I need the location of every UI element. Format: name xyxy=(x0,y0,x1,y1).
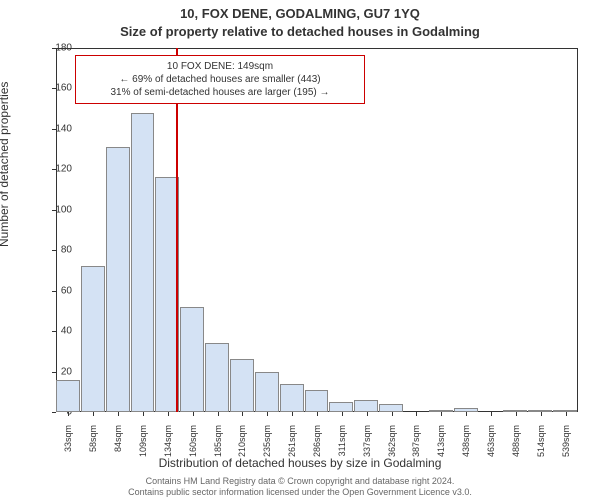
bar xyxy=(329,402,353,412)
bar xyxy=(205,343,229,412)
y-tick-label: 140 xyxy=(42,123,72,134)
x-tick-mark xyxy=(68,412,69,416)
info-box-line: ← 69% of detached houses are smaller (44… xyxy=(84,73,356,86)
y-tick-label: 160 xyxy=(42,83,72,94)
bar xyxy=(106,147,130,412)
info-box-line: 31% of semi-detached houses are larger (… xyxy=(84,86,356,99)
x-tick-mark xyxy=(466,412,467,416)
x-tick-mark xyxy=(292,412,293,416)
bar xyxy=(354,400,378,412)
y-tick-mark xyxy=(52,169,56,170)
footer-line2: Contains public sector information licen… xyxy=(0,487,600,498)
bar xyxy=(553,410,577,412)
y-tick-label: 180 xyxy=(42,43,72,54)
bar xyxy=(180,307,204,412)
x-axis-label: Distribution of detached houses by size … xyxy=(0,456,600,470)
y-tick-label: 100 xyxy=(42,204,72,215)
x-tick-mark xyxy=(317,412,318,416)
x-tick-mark xyxy=(342,412,343,416)
x-tick-mark xyxy=(367,412,368,416)
y-tick-mark xyxy=(52,412,56,413)
x-tick-mark xyxy=(516,412,517,416)
bar xyxy=(379,404,403,412)
x-tick-mark xyxy=(143,412,144,416)
bar xyxy=(305,390,329,412)
x-tick-mark xyxy=(491,412,492,416)
bar xyxy=(81,266,105,412)
x-tick-mark xyxy=(416,412,417,416)
y-tick-mark xyxy=(52,129,56,130)
bar xyxy=(528,410,552,412)
bar xyxy=(503,410,527,412)
y-tick-label: 80 xyxy=(42,245,72,256)
y-tick-mark xyxy=(52,88,56,89)
chart-title-address: 10, FOX DENE, GODALMING, GU7 1YQ xyxy=(0,6,600,21)
y-tick-mark xyxy=(52,250,56,251)
x-tick-mark xyxy=(193,412,194,416)
x-tick-mark xyxy=(566,412,567,416)
chart-title-desc: Size of property relative to detached ho… xyxy=(0,24,600,39)
y-tick-mark xyxy=(52,48,56,49)
info-box: 10 FOX DENE: 149sqm← 69% of detached hou… xyxy=(75,55,365,104)
x-tick-mark xyxy=(541,412,542,416)
chart-container: 10, FOX DENE, GODALMING, GU7 1YQ Size of… xyxy=(0,0,600,500)
x-tick-mark xyxy=(242,412,243,416)
x-tick-mark xyxy=(392,412,393,416)
y-tick-label: 20 xyxy=(42,366,72,377)
x-tick-mark xyxy=(168,412,169,416)
footer-line1: Contains HM Land Registry data © Crown c… xyxy=(0,476,600,487)
x-tick-mark xyxy=(93,412,94,416)
y-tick-label: 120 xyxy=(42,164,72,175)
y-axis-label: Number of detached properties xyxy=(0,82,11,247)
y-tick-label: 40 xyxy=(42,326,72,337)
x-tick-mark xyxy=(218,412,219,416)
y-tick-mark xyxy=(52,291,56,292)
y-tick-label: 60 xyxy=(42,285,72,296)
bar xyxy=(429,410,453,412)
bar xyxy=(131,113,155,412)
x-tick-mark xyxy=(267,412,268,416)
bar xyxy=(255,372,279,412)
bar xyxy=(230,359,254,412)
bar xyxy=(280,384,304,412)
y-tick-mark xyxy=(52,210,56,211)
bar xyxy=(454,408,478,412)
footer-text: Contains HM Land Registry data © Crown c… xyxy=(0,476,600,498)
x-tick-mark xyxy=(118,412,119,416)
y-tick-mark xyxy=(52,372,56,373)
y-tick-mark xyxy=(52,331,56,332)
x-tick-mark xyxy=(441,412,442,416)
info-box-line: 10 FOX DENE: 149sqm xyxy=(84,60,356,73)
bar xyxy=(56,380,80,412)
